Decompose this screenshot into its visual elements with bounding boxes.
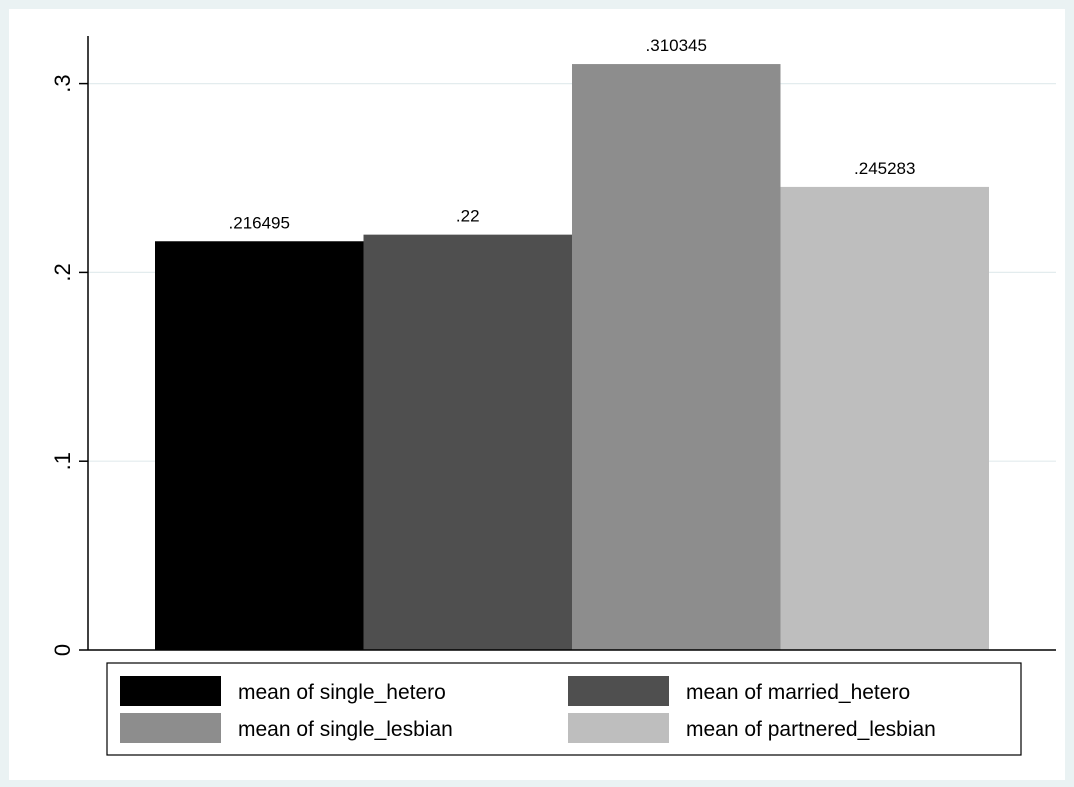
bar-value-label: .310345 <box>646 36 707 55</box>
legend-swatch <box>568 713 669 743</box>
bar <box>155 241 364 650</box>
legend-label: mean of single_hetero <box>238 681 446 704</box>
legend-swatch <box>568 676 669 706</box>
legend-label: mean of married_hetero <box>686 681 910 704</box>
legend: mean of single_hetero mean of married_het… <box>120 676 936 743</box>
legend-label: mean of partnered_lesbian <box>686 718 936 741</box>
y-axis-ticks: 0 .1 .2 .3 <box>50 74 88 656</box>
legend-swatch <box>120 676 221 706</box>
y-tick-label: .3 <box>50 74 75 92</box>
bar-value-label: .22 <box>456 207 480 226</box>
y-tick-label: 0 <box>50 644 75 656</box>
bar <box>572 64 781 650</box>
bar-value-label: .245283 <box>854 159 915 178</box>
bars <box>155 64 989 650</box>
bar-value-label: .216495 <box>229 213 290 232</box>
legend-swatch <box>120 713 221 743</box>
y-tick-label: .1 <box>50 452 75 470</box>
bar-value-labels: .216495 .22 .310345 .245283 <box>229 36 916 232</box>
y-tick-label: .2 <box>50 263 75 281</box>
legend-label: mean of single_lesbian <box>238 718 453 741</box>
legend-box <box>106 662 1022 756</box>
bar <box>780 186 989 650</box>
bar <box>363 234 572 650</box>
